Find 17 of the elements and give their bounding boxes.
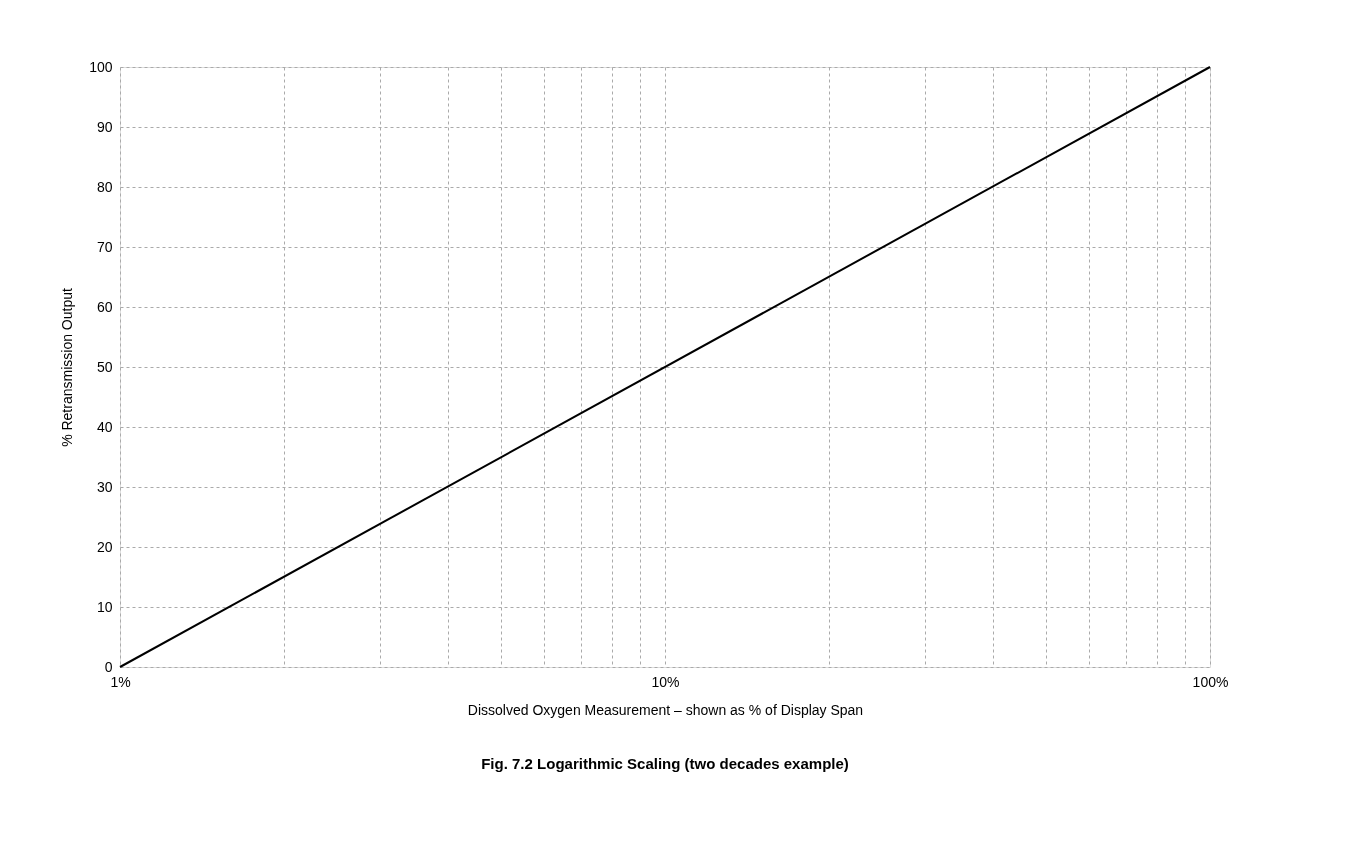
y-tick-label: 60	[96, 298, 113, 315]
y-tick-label: 100	[89, 58, 113, 75]
y-tick-label: 50	[96, 358, 113, 375]
x-tick-label: 1%	[110, 673, 131, 690]
y-axis-title: % Retransmission Output	[59, 288, 76, 447]
y-tick-label: 90	[96, 118, 113, 135]
caption: Fig. 7.2 Logarithmic Scaling (two decades example)	[481, 755, 849, 772]
x-tick-label: 10%	[651, 673, 680, 690]
x-tick-label: 100%	[1192, 673, 1229, 690]
y-tick-label: 40	[96, 418, 113, 435]
y-tick-label: 0	[104, 658, 113, 675]
y-tick-label: 80	[96, 178, 113, 195]
y-tick-label: 30	[96, 478, 113, 495]
x-axis-title: Dissolved Oxygen Measurement – shown as % of Display Span	[467, 701, 864, 718]
y-tick-label: 70	[96, 238, 113, 255]
y-tick-label: 20	[96, 538, 113, 555]
y-tick-label: 10	[96, 598, 113, 615]
